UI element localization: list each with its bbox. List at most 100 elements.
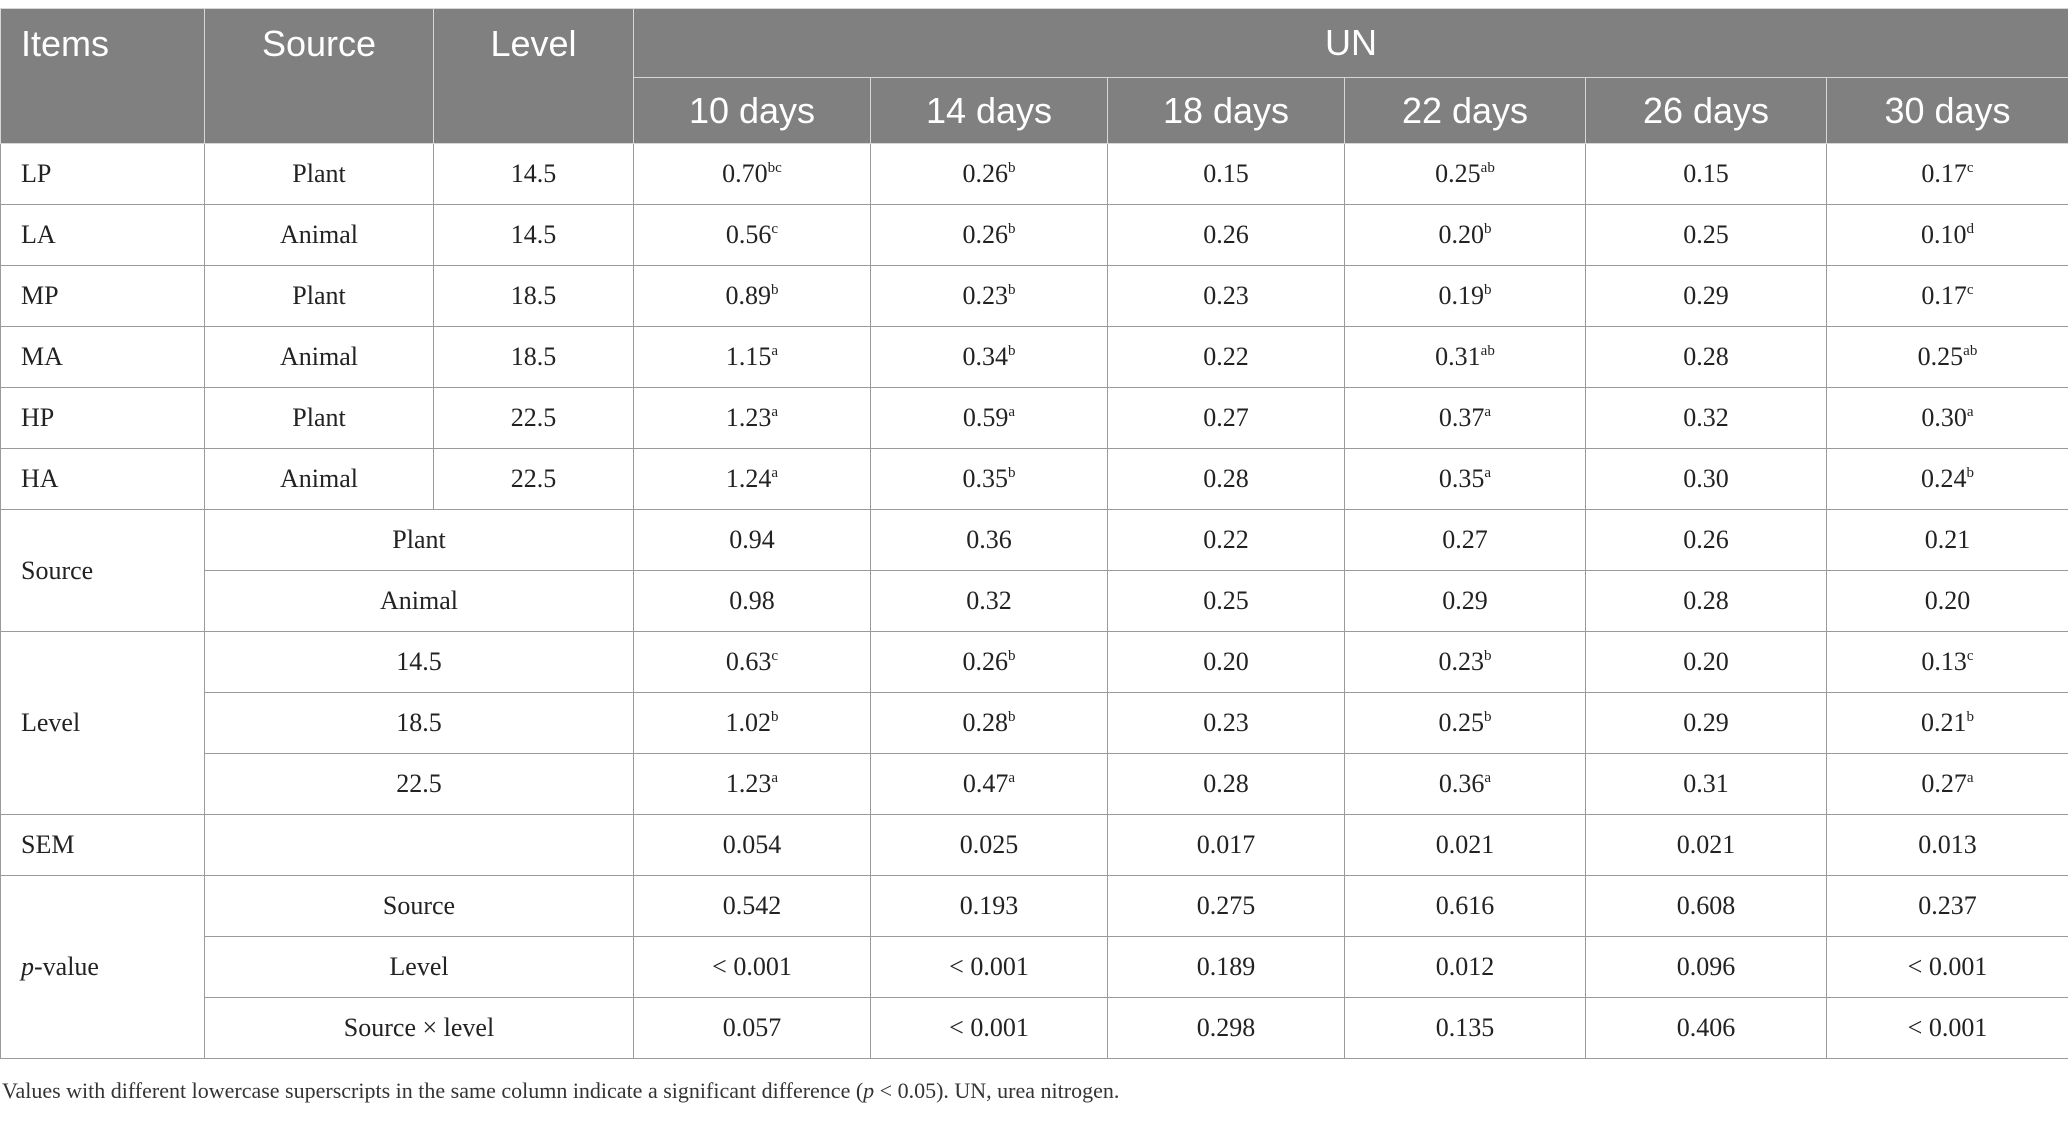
items-header: Items: [0, 8, 205, 144]
value-superscript: bc: [767, 160, 782, 176]
table-row: Source Plant 0.94 0.36 0.22 0.27 0.26 0.21: [0, 509, 2068, 632]
row-source: Plant: [204, 265, 434, 327]
value-superscript: a: [771, 404, 779, 420]
value-number: < 0.001: [949, 952, 1029, 981]
value-number: 0.057: [722, 1013, 782, 1042]
value-cell: 0.26: [1585, 509, 1827, 571]
value-cell: 0.70bc: [633, 143, 871, 205]
value-cell: 0.054: [633, 814, 871, 876]
value-superscript: c: [1966, 282, 1974, 298]
value-number: 0.28: [1203, 464, 1249, 493]
footnote-part1: Values with different lowercase superscr…: [2, 1078, 864, 1103]
value-superscript: b: [1008, 160, 1016, 176]
value-cell: 1.23a: [633, 753, 871, 815]
value-number: 0.13: [1921, 647, 1967, 676]
value-cell: 0.025: [870, 814, 1108, 876]
value-superscript: c: [1966, 648, 1974, 664]
day-header: 30 days: [1825, 77, 2068, 144]
value-cell: 0.30a: [1825, 387, 2068, 449]
value-number: 0.021: [1676, 830, 1736, 859]
value-cell: < 0.001: [1825, 997, 2068, 1059]
value-number: 0.28: [1683, 342, 1729, 371]
value-superscript: b: [1008, 221, 1016, 237]
value-superscript: c: [1966, 160, 1974, 176]
table-row: HA Animal 22.5 1.24a 0.35b 0.28 0.35a 0.30 0.24b: [0, 448, 2068, 510]
table-row: MP Plant 18.5 0.89b 0.23b 0.23 0.19b 0.29 0.17c: [0, 265, 2068, 327]
value-superscript: a: [1966, 770, 1974, 786]
value-cell: 0.63c: [633, 631, 871, 693]
value-cell: < 0.001: [1825, 936, 2068, 998]
value-cell: 0.25: [1107, 570, 1345, 632]
value-number: 0.70: [722, 159, 768, 188]
value-cell: 0.20: [1825, 570, 2068, 632]
value-number: 0.59: [962, 403, 1009, 432]
value-cell: 0.189: [1107, 936, 1345, 998]
value-cell: 0.17c: [1825, 265, 2068, 327]
value-cell: 0.94: [633, 509, 871, 571]
value-number: 0.15: [1203, 159, 1249, 188]
value-cell: 0.22: [1107, 326, 1345, 388]
value-superscript: a: [771, 465, 779, 481]
value-cell: 0.28: [1107, 753, 1345, 815]
value-number: 0.89: [725, 281, 772, 310]
value-number: 0.20: [1924, 586, 1971, 615]
row-level: 18.5: [433, 265, 634, 327]
value-number: 0.054: [722, 830, 782, 859]
day-header: 22 days: [1344, 77, 1586, 144]
value-number: 0.096: [1676, 952, 1736, 981]
value-superscript: ab: [1480, 343, 1495, 359]
value-number: 0.30: [1683, 464, 1729, 493]
value-superscript: c: [771, 648, 779, 664]
row-label: Level: [204, 936, 634, 998]
table-row: LP Plant 14.5 0.70bc 0.26b 0.15 0.25ab 0.15 0.17…: [0, 143, 2068, 205]
value-cell: 0.27a: [1825, 753, 2068, 815]
value-cell: 0.23b: [870, 265, 1108, 327]
row-label: Source × level: [204, 997, 634, 1059]
value-number: 0.26: [962, 647, 1009, 676]
footnote-p: p: [863, 1078, 875, 1103]
value-number: 0.47: [962, 769, 1009, 798]
source-header: Source: [204, 8, 434, 144]
value-number: 0.025: [959, 830, 1019, 859]
value-superscript: b: [1008, 343, 1016, 359]
row-level: 18.5: [433, 326, 634, 388]
value-superscript: b: [1008, 709, 1016, 725]
table-row: HP Plant 22.5 1.23a 0.59a 0.27 0.37a 0.32 0.30a: [0, 387, 2068, 449]
value-number: 0.25: [1438, 708, 1485, 737]
value-superscript: ab: [1963, 343, 1978, 359]
value-cell: 0.47a: [870, 753, 1108, 815]
value-cell: 0.24b: [1825, 448, 2068, 510]
value-cell: 0.25ab: [1825, 326, 2068, 388]
value-number: 0.20: [1683, 647, 1729, 676]
value-number: 0.237: [1918, 891, 1977, 920]
value-cell: 0.59a: [870, 387, 1108, 449]
row-label: 22.5: [204, 753, 634, 815]
value-number: 0.56: [725, 220, 772, 249]
value-cell: 0.13c: [1825, 631, 2068, 693]
value-cell: 0.20: [1107, 631, 1345, 693]
value-number: 0.20: [1438, 220, 1485, 249]
value-number: 0.25: [1435, 159, 1481, 188]
value-cell: 0.021: [1585, 814, 1827, 876]
row-item: LA: [0, 204, 205, 266]
value-number: 0.10: [1921, 220, 1967, 249]
row-source: Animal: [204, 204, 434, 266]
level_group-group-label: Level: [0, 631, 205, 815]
value-number: 0.37: [1438, 403, 1485, 432]
value-number: 0.23: [1203, 708, 1249, 737]
value-number: 0.017: [1196, 830, 1256, 859]
value-number: 0.15: [1683, 159, 1729, 188]
value-cell: 0.26b: [870, 204, 1108, 266]
value-cell: 0.15: [1107, 143, 1345, 205]
value-cell: 0.23: [1107, 692, 1345, 754]
table-container: Items Source Level UN 10 days 14 days 18 d…: [0, 8, 2068, 1059]
value-number: 1.15: [725, 342, 772, 371]
row-item: HP: [0, 387, 205, 449]
table-footnote: Values with different lowercase superscr…: [2, 1078, 1119, 1104]
value-superscript: b: [1966, 465, 1975, 481]
value-cell: 0.29: [1585, 265, 1827, 327]
row-label: Source: [204, 875, 634, 937]
value-superscript: a: [771, 770, 779, 786]
value-number: < 0.001: [1907, 952, 1988, 981]
value-superscript: b: [1008, 465, 1016, 481]
